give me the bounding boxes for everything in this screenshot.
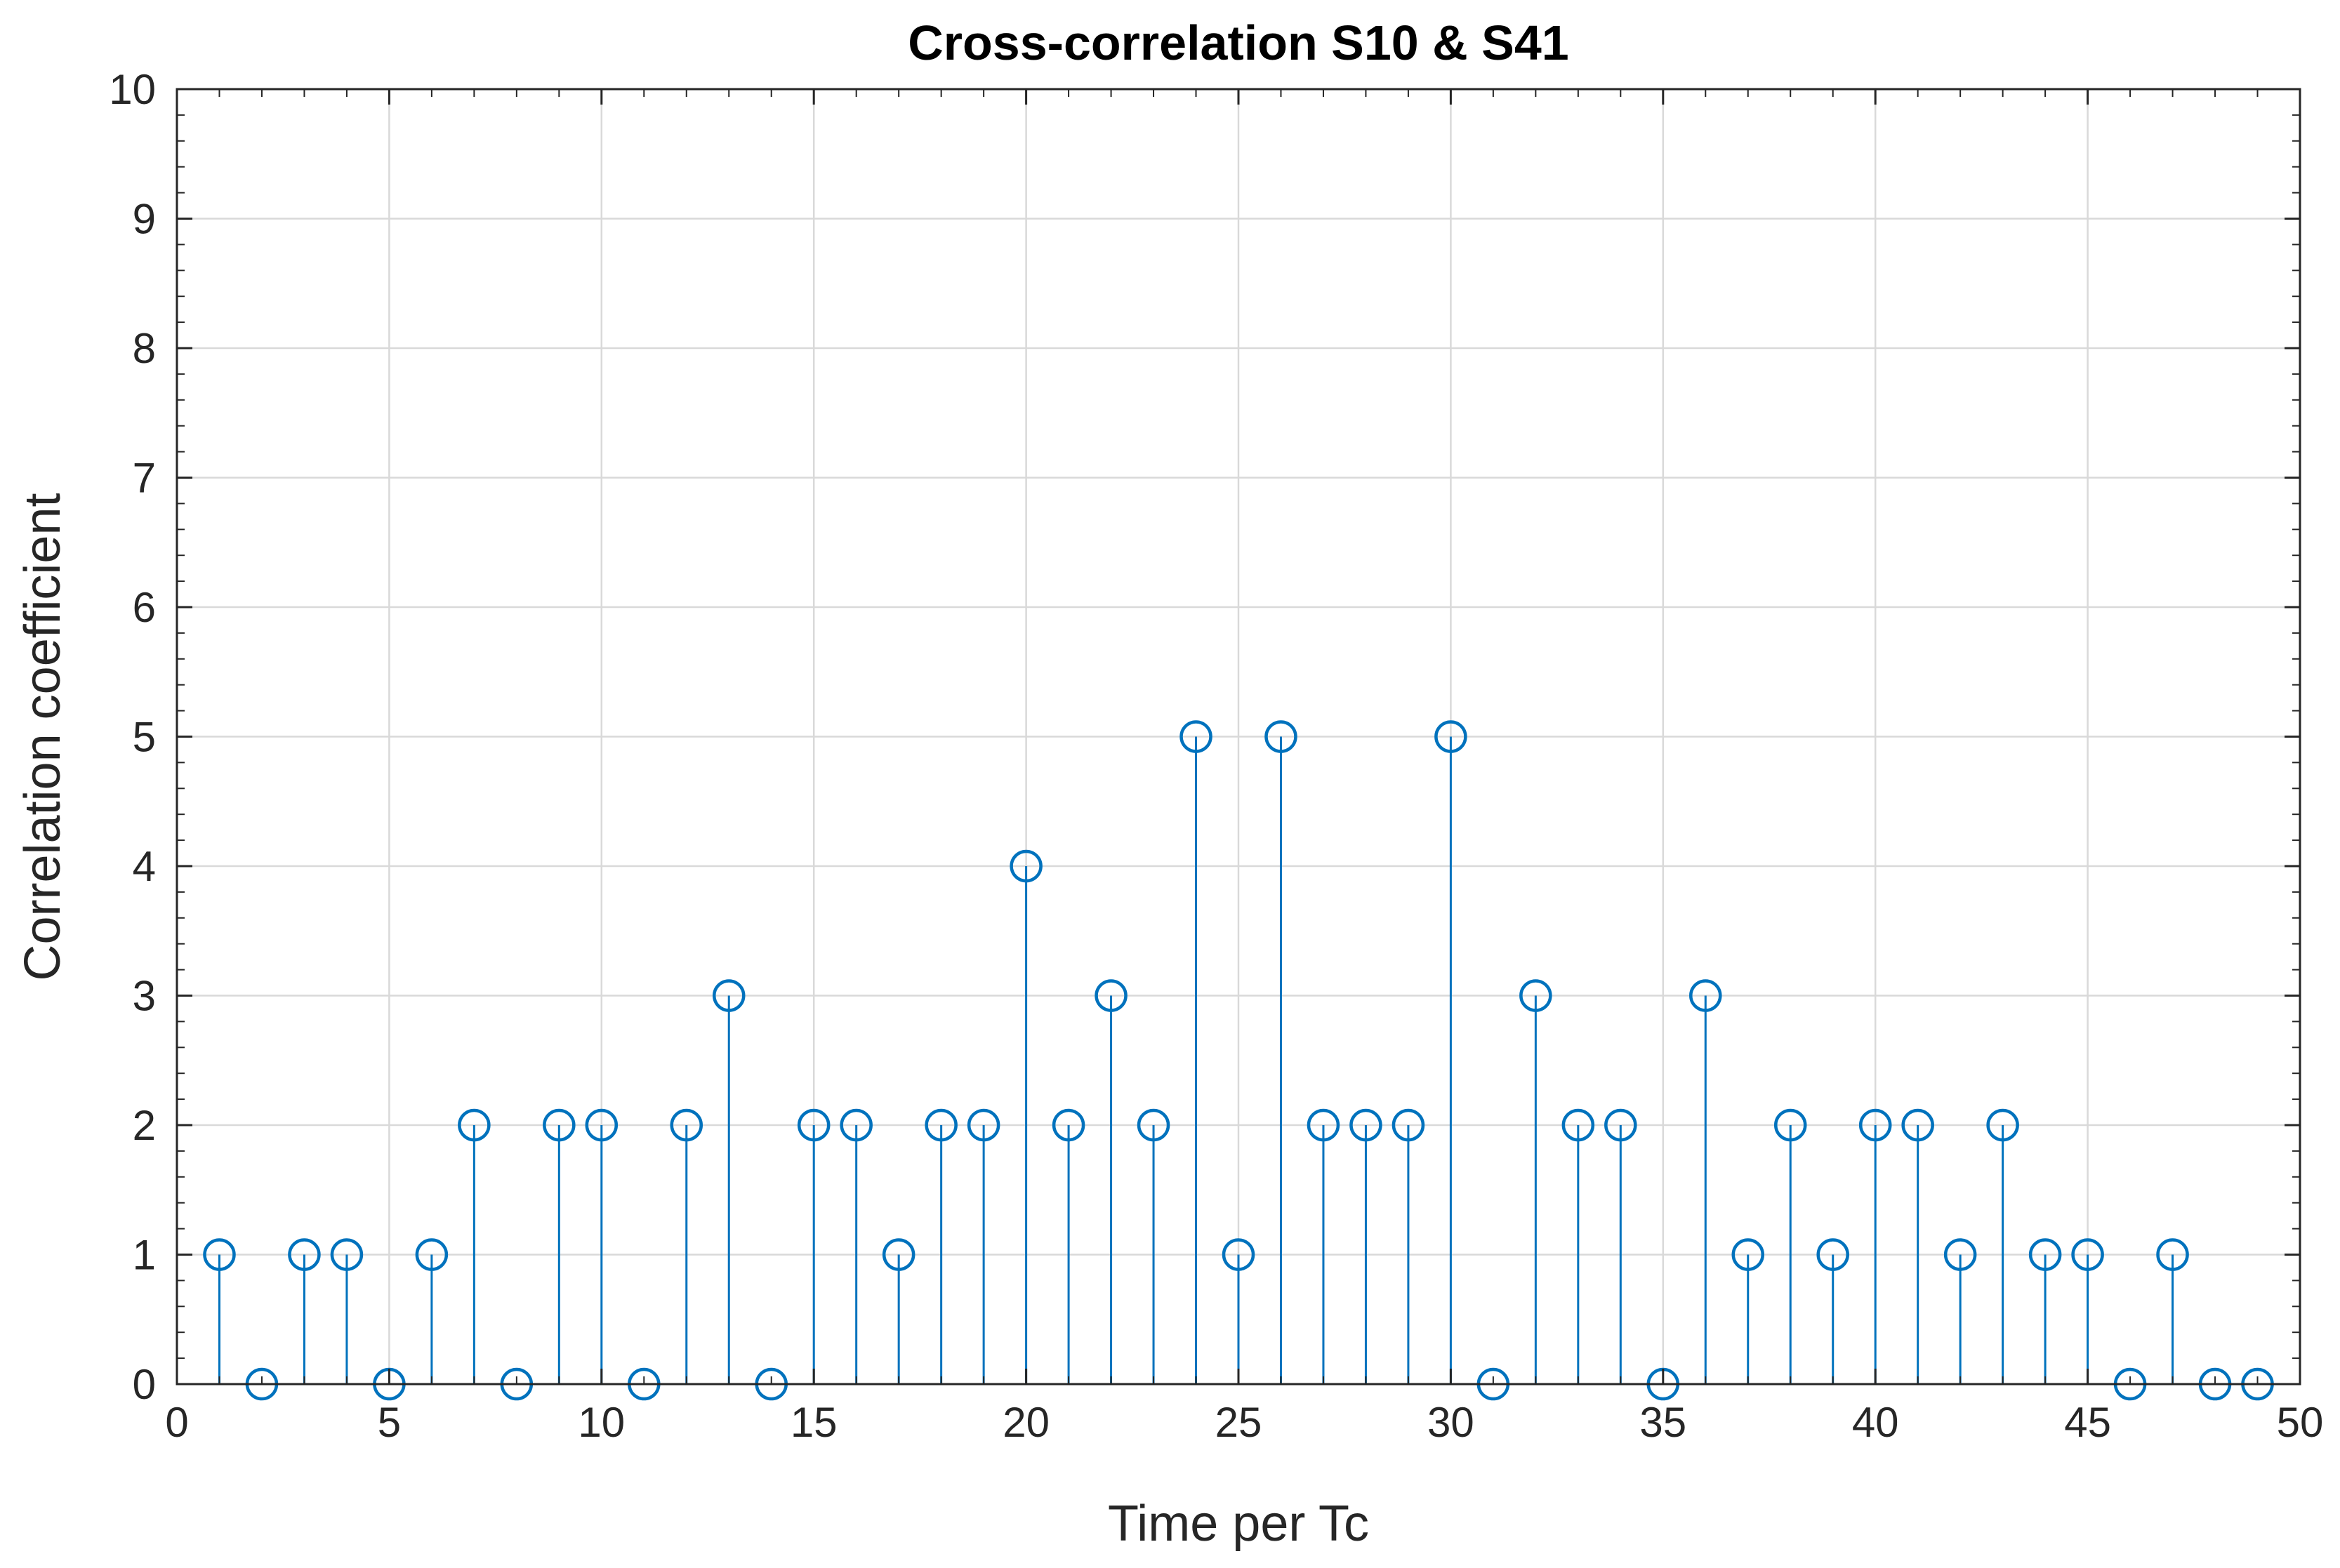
y-tick-label: 5 bbox=[133, 714, 156, 761]
y-tick-label: 9 bbox=[133, 196, 156, 243]
stem-marker bbox=[1731, 1238, 1765, 1271]
stem-marker bbox=[1137, 1108, 1170, 1142]
stem-marker bbox=[2156, 1238, 2189, 1271]
stem-marker bbox=[330, 1238, 364, 1271]
stem-marker bbox=[1264, 720, 1297, 753]
stem-marker bbox=[1816, 1238, 1849, 1271]
stem-marker bbox=[1943, 1238, 1977, 1271]
stem-marker bbox=[1434, 720, 1467, 753]
x-tick-label: 0 bbox=[165, 1399, 188, 1446]
stem-marker bbox=[458, 1108, 491, 1142]
x-tick-label: 40 bbox=[1852, 1399, 1899, 1446]
y-tick-label: 3 bbox=[133, 973, 156, 1020]
y-tick-label: 2 bbox=[133, 1102, 156, 1149]
stem-marker bbox=[1858, 1108, 1892, 1142]
stem-marker bbox=[203, 1238, 236, 1271]
x-tick-label: 45 bbox=[2064, 1399, 2111, 1446]
stem-series bbox=[203, 720, 2274, 1401]
stem-marker bbox=[1604, 1108, 1637, 1142]
stem-marker bbox=[1986, 1108, 2019, 1142]
stem-marker bbox=[2028, 1238, 2062, 1271]
stem-marker bbox=[1519, 979, 1552, 1012]
stem-marker bbox=[1095, 979, 1128, 1012]
stem-marker bbox=[2071, 1238, 2104, 1271]
stem-marker bbox=[1307, 1108, 1340, 1142]
stem-marker bbox=[840, 1108, 873, 1142]
stem-marker bbox=[670, 1108, 703, 1142]
y-axis-label: Correlation coefficient bbox=[15, 493, 71, 981]
y-tick-label: 8 bbox=[133, 325, 156, 372]
stem-marker bbox=[797, 1108, 831, 1142]
x-tick-label: 5 bbox=[378, 1399, 401, 1446]
stem-marker bbox=[585, 1108, 619, 1142]
x-axis-label: Time per Tc bbox=[1108, 1496, 1369, 1552]
stem-marker bbox=[288, 1238, 321, 1271]
stem-marker bbox=[1689, 979, 1722, 1012]
x-tick-label: 25 bbox=[1215, 1399, 1262, 1446]
y-tick-label: 10 bbox=[109, 66, 156, 113]
stem-marker bbox=[1179, 720, 1212, 753]
stem-marker bbox=[882, 1238, 915, 1271]
chart-title: Cross-correlation S10 & S41 bbox=[908, 15, 1568, 70]
x-tick-label: 35 bbox=[1639, 1399, 1686, 1446]
stem-marker bbox=[1392, 1108, 1425, 1142]
stem-marker bbox=[1010, 849, 1043, 883]
stem-marker bbox=[1901, 1108, 1934, 1142]
stem-marker bbox=[1052, 1108, 1085, 1142]
stem-marker bbox=[1349, 1108, 1382, 1142]
stem-marker bbox=[1561, 1108, 1595, 1142]
y-tick-label: 0 bbox=[133, 1361, 156, 1408]
stem-marker bbox=[1773, 1108, 1807, 1142]
x-tick-label: 30 bbox=[1427, 1399, 1474, 1446]
stem-marker bbox=[967, 1108, 1000, 1142]
stem-marker bbox=[415, 1238, 449, 1271]
x-tick-label: 15 bbox=[791, 1399, 838, 1446]
stem-marker bbox=[1222, 1238, 1255, 1271]
x-tick-label: 10 bbox=[578, 1399, 625, 1446]
y-tick-label: 7 bbox=[133, 455, 156, 502]
y-tick-label: 4 bbox=[133, 843, 156, 890]
x-tick-label: 20 bbox=[1003, 1399, 1050, 1446]
y-tick-label: 6 bbox=[133, 584, 156, 631]
x-tick-label: 50 bbox=[2277, 1399, 2324, 1446]
stem-marker bbox=[712, 979, 746, 1012]
stem-marker bbox=[543, 1108, 576, 1142]
stem-marker bbox=[925, 1108, 958, 1142]
y-tick-label: 1 bbox=[133, 1232, 156, 1279]
